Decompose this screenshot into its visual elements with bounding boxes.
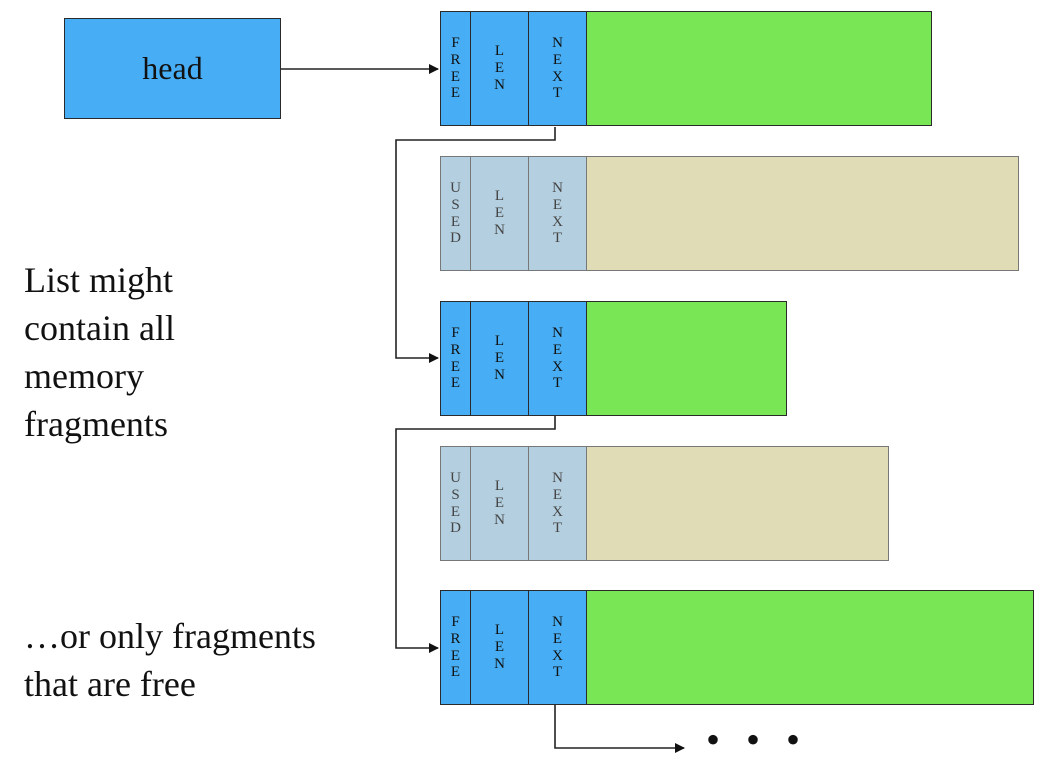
- len-field: LEN: [470, 301, 528, 416]
- len-field: LEN: [470, 446, 528, 561]
- memory-block-used: USED LEN NEXT: [440, 156, 1019, 271]
- memory-block-free: FREE LEN NEXT: [440, 590, 1034, 705]
- next-field: NEXT: [528, 156, 586, 271]
- data-area: [586, 156, 1019, 271]
- next-field: NEXT: [528, 446, 586, 561]
- data-area: [586, 11, 932, 126]
- next-pointer-arrow: [395, 416, 556, 653]
- len-field: LEN: [470, 156, 528, 271]
- next-field: NEXT: [528, 590, 586, 705]
- next-pointer-arrow: [554, 705, 685, 753]
- data-area: [586, 446, 889, 561]
- status-field: USED: [440, 446, 470, 561]
- len-field: LEN: [470, 11, 528, 126]
- next-pointer-arrow: [395, 127, 556, 363]
- data-area: [586, 590, 1034, 705]
- status-field: FREE: [440, 11, 470, 126]
- head-pointer-box: head: [64, 18, 281, 119]
- memory-block-free: FREE LEN NEXT: [440, 301, 787, 416]
- next-field: NEXT: [528, 11, 586, 126]
- next-field: NEXT: [528, 301, 586, 416]
- head-label: head: [142, 50, 203, 86]
- memory-block-free: FREE LEN NEXT: [440, 11, 932, 126]
- status-field: FREE: [440, 301, 470, 416]
- caption-all-fragments: List might contain all memory fragments: [24, 260, 175, 444]
- status-field: FREE: [440, 590, 470, 705]
- status-field: USED: [440, 156, 470, 271]
- continuation-ellipsis: • • •: [706, 717, 809, 762]
- len-field: LEN: [470, 590, 528, 705]
- memory-block-used: USED LEN NEXT: [440, 446, 889, 561]
- caption-free-fragments: …or only fragments that are free: [24, 616, 316, 704]
- data-area: [586, 301, 787, 416]
